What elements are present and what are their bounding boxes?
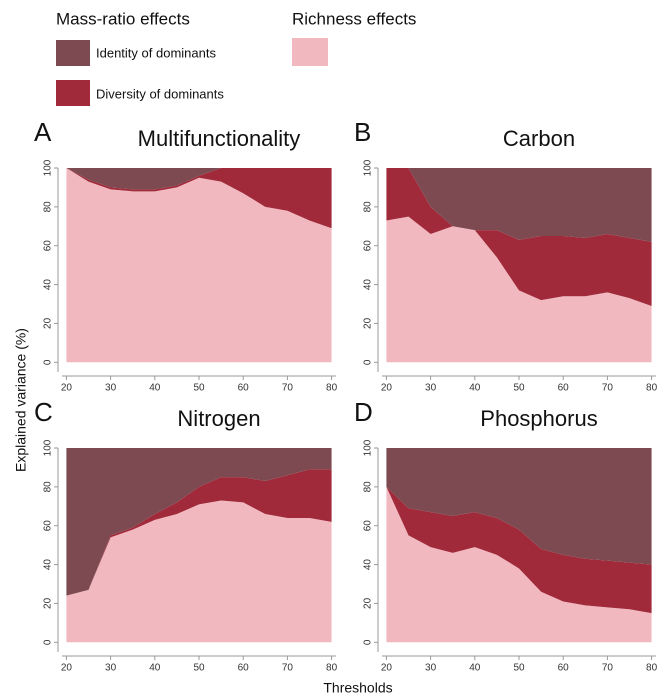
y-tick-label: 40 bbox=[363, 279, 374, 291]
y-tick-label: 20 bbox=[43, 317, 54, 329]
x-tick-label: 30 bbox=[105, 663, 117, 674]
x-tick-label: 60 bbox=[558, 663, 570, 674]
x-tick-label: 30 bbox=[105, 383, 117, 394]
x-tick-label: 40 bbox=[149, 663, 161, 674]
panel-title: Multifunctionality bbox=[138, 126, 301, 151]
x-tick-label: 20 bbox=[61, 663, 73, 674]
y-tick-label: 40 bbox=[43, 559, 54, 571]
y-tick-label: 0 bbox=[43, 359, 54, 365]
x-tick-label: 60 bbox=[558, 383, 570, 394]
legend-swatch bbox=[56, 40, 90, 66]
panel-title: Phosphorus bbox=[480, 406, 597, 431]
area bbox=[66, 168, 332, 190]
area bbox=[386, 448, 652, 565]
x-tick-label: 70 bbox=[282, 663, 294, 674]
area bbox=[386, 216, 652, 363]
panel-letter: A bbox=[34, 117, 52, 147]
x-tick-label: 40 bbox=[469, 663, 481, 674]
y-tick-label: 20 bbox=[43, 597, 54, 609]
legend-swatch bbox=[292, 38, 328, 66]
x-tick-label: 80 bbox=[326, 383, 338, 394]
y-tick-label: 80 bbox=[43, 201, 54, 213]
y-tick-label: 40 bbox=[363, 559, 374, 571]
y-tick-label: 20 bbox=[363, 317, 374, 329]
x-tick-label: 30 bbox=[425, 383, 437, 394]
area bbox=[66, 168, 332, 229]
area bbox=[66, 500, 332, 643]
area bbox=[386, 486, 652, 643]
legend-label: Diversity of dominants bbox=[96, 86, 224, 101]
y-tick-label: 80 bbox=[43, 481, 54, 493]
panel-letter: C bbox=[34, 397, 53, 427]
legend-group-title: Mass-ratio effects bbox=[56, 9, 190, 28]
y-tick-label: 60 bbox=[43, 520, 54, 532]
x-axis-label: Thresholds bbox=[323, 680, 392, 696]
legend-swatch bbox=[56, 80, 90, 106]
area bbox=[386, 486, 652, 614]
x-tick-label: 40 bbox=[149, 383, 161, 394]
x-tick-label: 70 bbox=[282, 383, 294, 394]
y-tick-label: 60 bbox=[363, 240, 374, 252]
x-tick-label: 50 bbox=[513, 383, 525, 394]
x-tick-label: 20 bbox=[61, 383, 73, 394]
y-tick-label: 20 bbox=[363, 597, 374, 609]
y-axis-label: Explained variance (%) bbox=[13, 328, 29, 472]
y-tick-label: 0 bbox=[363, 639, 374, 645]
x-tick-label: 50 bbox=[193, 663, 205, 674]
legend-label: Identity of dominants bbox=[96, 45, 216, 60]
x-tick-label: 80 bbox=[646, 663, 658, 674]
y-tick-label: 40 bbox=[43, 279, 54, 291]
area bbox=[66, 469, 332, 596]
area bbox=[386, 168, 652, 242]
y-tick-label: 60 bbox=[43, 240, 54, 252]
area bbox=[386, 168, 652, 306]
area bbox=[66, 168, 332, 363]
x-tick-label: 20 bbox=[381, 383, 393, 394]
y-tick-label: 100 bbox=[43, 439, 54, 456]
x-tick-label: 80 bbox=[646, 383, 658, 394]
x-tick-label: 70 bbox=[602, 663, 614, 674]
y-tick-label: 0 bbox=[363, 359, 374, 365]
x-tick-label: 40 bbox=[469, 383, 481, 394]
x-tick-label: 50 bbox=[513, 663, 525, 674]
x-tick-label: 60 bbox=[238, 663, 250, 674]
legend-group-title: Richness effects bbox=[292, 9, 416, 28]
y-tick-label: 60 bbox=[363, 520, 374, 532]
panel-title: Nitrogen bbox=[177, 406, 260, 431]
area bbox=[66, 448, 332, 596]
x-tick-label: 20 bbox=[381, 663, 393, 674]
y-tick-label: 0 bbox=[43, 639, 54, 645]
y-tick-label: 80 bbox=[363, 481, 374, 493]
y-tick-label: 80 bbox=[363, 201, 374, 213]
panel-title: Carbon bbox=[503, 126, 575, 151]
x-tick-label: 70 bbox=[602, 383, 614, 394]
x-tick-label: 30 bbox=[425, 663, 437, 674]
x-tick-label: 60 bbox=[238, 383, 250, 394]
y-tick-label: 100 bbox=[43, 159, 54, 176]
y-tick-label: 100 bbox=[363, 159, 374, 176]
panel-letter: B bbox=[354, 117, 371, 147]
x-tick-label: 50 bbox=[193, 383, 205, 394]
panel-letter: D bbox=[354, 397, 373, 427]
x-tick-label: 80 bbox=[326, 663, 338, 674]
y-tick-label: 100 bbox=[363, 439, 374, 456]
